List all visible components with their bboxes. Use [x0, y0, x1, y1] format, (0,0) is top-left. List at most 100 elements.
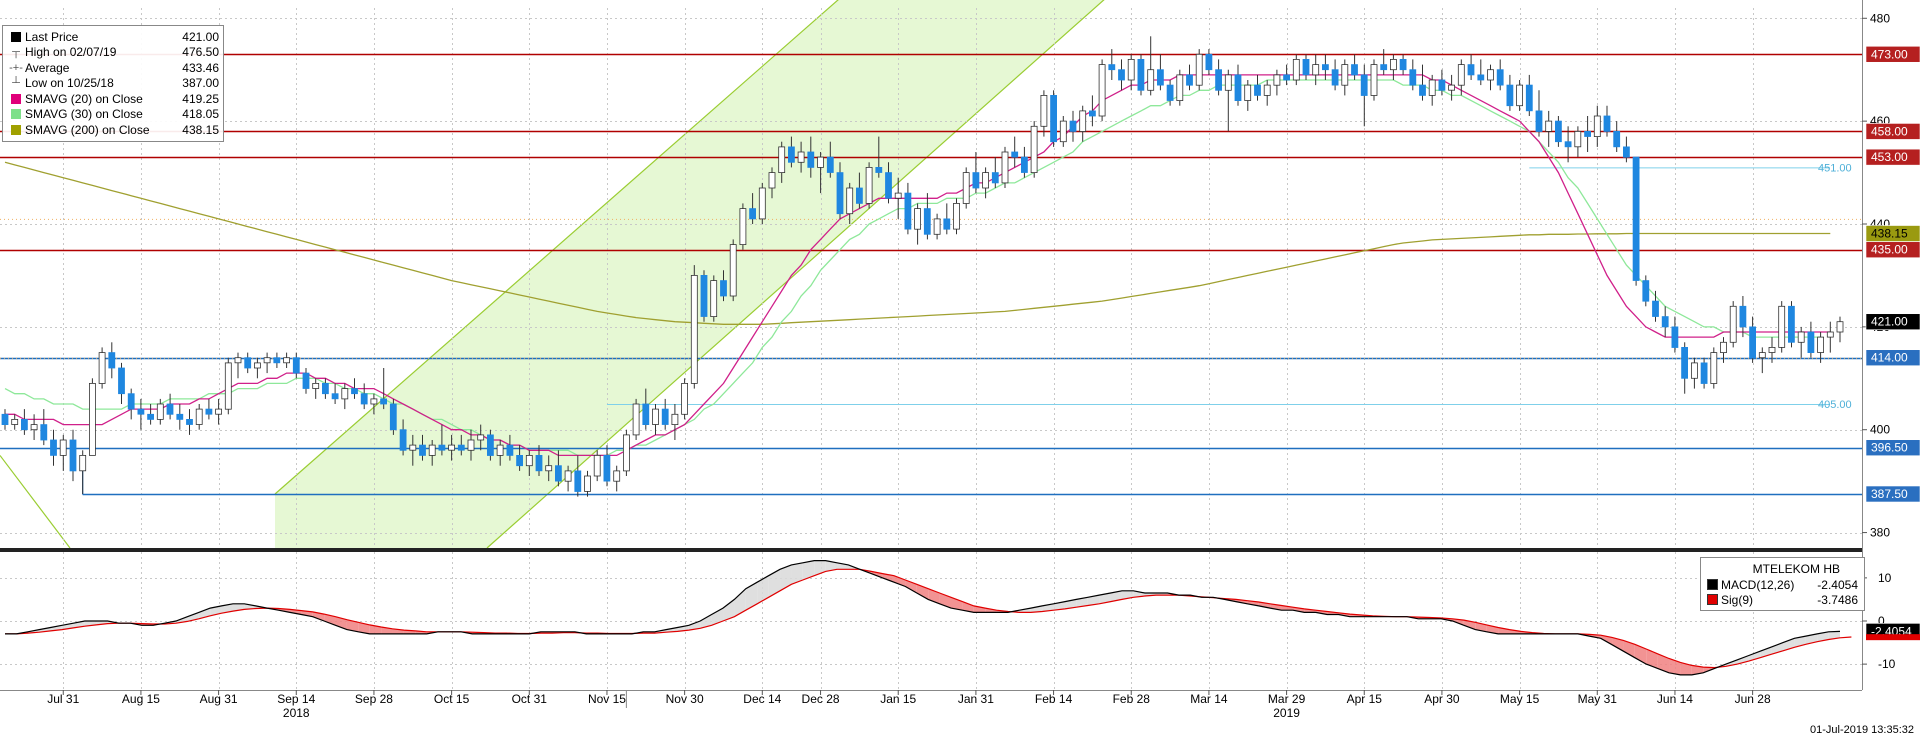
candle-up	[817, 156, 824, 168]
candle-down	[40, 424, 48, 441]
candle-up	[894, 192, 902, 199]
candle-down	[292, 357, 300, 374]
black-square-icon	[7, 31, 25, 42]
candle-up	[1817, 336, 1824, 353]
candle-down	[700, 274, 708, 317]
level-tag-458.00-bg	[1865, 123, 1920, 140]
candle-up	[1273, 74, 1281, 86]
x-axis-label-jan-31: Jan 31	[958, 692, 994, 706]
level-tag-473.00-bg	[1865, 45, 1920, 63]
last-price-tag-bg	[1865, 313, 1920, 331]
candle-down	[1157, 69, 1164, 86]
macd-fill-segment	[1064, 599, 1077, 609]
candle-down	[1613, 130, 1621, 148]
macd-fill-segment	[791, 562, 803, 585]
last-price-tag: 421.00	[1871, 315, 1908, 329]
candle-up	[1593, 115, 1601, 138]
level-tag-453.00: 453.00	[1871, 150, 1908, 164]
x-axis-label-nov-15: Nov 15	[588, 692, 626, 706]
candle-up	[1312, 64, 1320, 76]
macd-axis-label-10: 10	[1878, 571, 1892, 585]
level-tag-414.00-bg	[1865, 349, 1920, 367]
candle-up	[778, 146, 786, 173]
macd-fill-segment	[1737, 655, 1749, 665]
level-tag-453.00-bg	[1865, 148, 1920, 166]
candle-down	[1642, 280, 1650, 302]
macd-fill-segment	[221, 603, 233, 614]
candle-down	[1069, 120, 1077, 132]
trend-channel-upper-line	[274, 0, 839, 495]
candle-down	[1603, 115, 1611, 132]
legend-row-sma30: SMAVG (30) on Close 418.05	[7, 107, 219, 123]
candle-down	[788, 146, 795, 163]
macd-fill-segment	[962, 601, 974, 613]
macd-fill-segment	[825, 560, 838, 572]
candle-down	[1118, 69, 1125, 81]
macd-fill-segment	[1748, 651, 1761, 662]
x-axis-label-mar-14: Mar 14	[1190, 692, 1228, 706]
candle-up	[59, 439, 67, 456]
trend-channel-fill	[275, 0, 1104, 548]
candle-down	[1623, 146, 1630, 158]
candle-up	[1059, 120, 1067, 143]
candle-up	[846, 187, 854, 215]
candle-up	[632, 403, 640, 436]
candle-up	[1292, 59, 1300, 81]
candle-down	[1011, 151, 1019, 158]
candle-up	[370, 398, 378, 405]
macd-fill-segment	[780, 564, 792, 591]
high-marker-icon: ┬	[12, 46, 20, 59]
candle-up	[758, 187, 766, 220]
candle-up	[215, 408, 223, 415]
macd-fill-segment	[1828, 631, 1840, 640]
candle-down	[389, 403, 397, 431]
candle-up	[341, 388, 349, 400]
candle-down	[1477, 74, 1485, 81]
candle-up	[1098, 64, 1106, 117]
candle-up	[312, 382, 320, 389]
candle-up	[933, 218, 941, 235]
macd-fill-segment	[1657, 653, 1670, 673]
macd-signal-tag	[1866, 634, 1920, 641]
candle-up	[525, 454, 533, 467]
candle-down	[351, 388, 358, 395]
candle-down	[1331, 69, 1339, 86]
macd-fill-segment	[688, 621, 701, 631]
macd-fill-segment	[905, 580, 917, 593]
candle-down	[1283, 74, 1290, 81]
candle-down	[1399, 59, 1407, 71]
macd-fill-segment	[324, 614, 336, 626]
candle-up	[797, 151, 805, 163]
candle-up	[962, 172, 970, 204]
candle-up	[1224, 74, 1232, 91]
candle-up	[671, 413, 679, 425]
candle-up	[613, 470, 621, 482]
candle-up	[710, 280, 718, 318]
candle-down	[186, 418, 193, 425]
candle-down	[1564, 141, 1572, 148]
macd-line	[5, 559, 1841, 676]
candle-up	[1030, 125, 1038, 174]
candle-up	[1040, 95, 1048, 127]
macd-fill-segment	[358, 622, 370, 634]
legend-row-sma200: SMAVG (200) on Close 438.15	[7, 122, 219, 138]
candle-down	[904, 192, 912, 230]
candle-up	[448, 444, 456, 451]
trend-channel-lower-line	[486, 0, 1105, 549]
average-marker-icon: -+-	[9, 61, 23, 74]
macd-axis-label--10: -10	[1878, 657, 1896, 671]
legend-row-high: ┬ High on 02/07/19 476.50	[7, 45, 219, 61]
candle-up	[1448, 84, 1455, 91]
candle-down	[1788, 305, 1795, 343]
candle-down	[749, 208, 756, 220]
macd-fill-segment	[1623, 640, 1635, 658]
x-axis-label-jun-14: Jun 14	[1657, 692, 1693, 706]
candle-down	[1234, 74, 1242, 102]
candle-down	[1739, 305, 1747, 328]
macd-fill-segment	[950, 597, 963, 611]
candle-down	[1380, 64, 1388, 71]
macd-fill-segment	[1612, 637, 1624, 652]
macd-fill-segment	[312, 611, 325, 621]
candle-up	[1147, 69, 1155, 91]
